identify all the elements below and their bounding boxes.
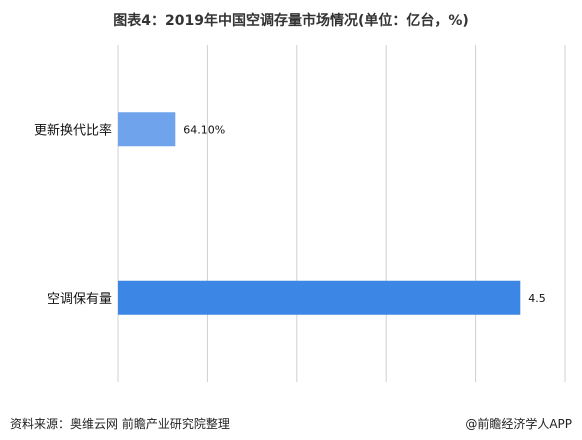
category-label: 更新换代比率: [34, 122, 112, 138]
bar: [118, 280, 521, 315]
data-label: 4.5: [528, 292, 546, 305]
data-label: 64.10%: [183, 123, 225, 136]
chart-title: 图表4：2019年中国空调存量市场情况(单位：亿台，%): [113, 13, 469, 29]
bar: [118, 112, 176, 147]
source-note: 资料来源：奥维云网 前瞻产业研究院整理: [10, 417, 230, 431]
brand-credit: @前瞻经济学人APP: [465, 417, 572, 431]
category-label: 空调保有量: [47, 292, 112, 307]
